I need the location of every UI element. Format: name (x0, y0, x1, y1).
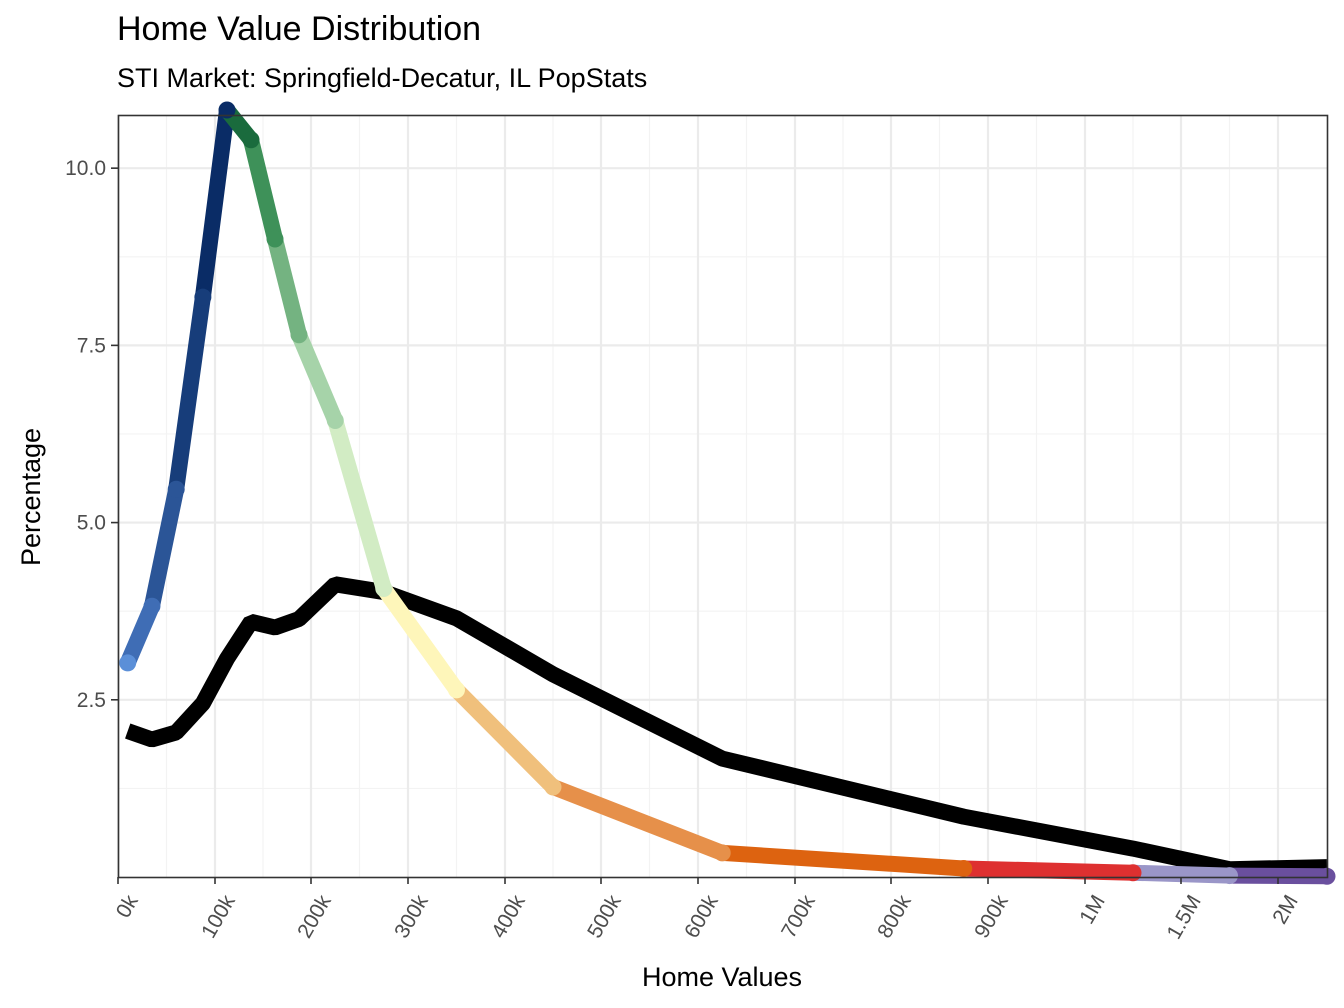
distribution-segment (267, 231, 307, 343)
distribution-segment (375, 580, 465, 698)
x-axis-title: Home Values (642, 962, 802, 992)
x-tick-label: 2M (1268, 891, 1303, 928)
x-tick-label: 500k (583, 891, 626, 942)
distribution-point (242, 131, 260, 149)
distribution-segment (955, 860, 1141, 881)
distribution-point (266, 230, 284, 248)
distribution-point (194, 288, 212, 306)
y-tick-label: 10.0 (65, 157, 106, 180)
distribution-point (1221, 867, 1238, 885)
x-tick-label: 0k (112, 891, 143, 922)
y-axis: 2.5 5.0 7.5 10.0 (65, 157, 118, 712)
chart-title: Home Value Distribution (117, 10, 482, 48)
y-axis-title: Percentage (16, 428, 46, 566)
x-tick-label: 600k (680, 891, 723, 942)
chart-subtitle: STI Market: Springfield-Decatur, IL PopS… (117, 63, 648, 93)
x-tick-label: 800k (873, 891, 916, 942)
distribution-segment (194, 102, 235, 306)
distribution-segment (143, 481, 185, 615)
distribution-point (1124, 864, 1142, 882)
distribution-segment (243, 131, 283, 248)
distribution-point (218, 101, 236, 119)
distribution-point (448, 681, 465, 699)
x-axis: 0k 100k 200k 300k 400k 500k 600k 700k 800k 900k 1M… (112, 877, 1303, 943)
x-tick-label: 1M (1075, 891, 1110, 928)
plot-series (119, 101, 1336, 885)
distribution-segment (119, 598, 160, 671)
x-tick-label: 300k (390, 891, 433, 942)
distribution-point (544, 778, 562, 796)
distribution-point (326, 412, 344, 430)
distribution-point (375, 580, 393, 598)
distribution-point (119, 654, 137, 672)
x-tick-label: 1.5M (1163, 891, 1206, 943)
distribution-point (290, 326, 308, 344)
x-tick-label: 400k (487, 891, 530, 942)
distribution-segment (448, 681, 561, 795)
benchmark-line (125, 576, 1328, 878)
distribution-segment (714, 844, 972, 877)
x-tick-label: 200k (293, 891, 336, 942)
x-tick-label: 900k (970, 891, 1013, 942)
plot-panel-border (117, 114, 1329, 879)
y-tick-label: 5.0 (77, 512, 106, 535)
minor-gridlines (118, 115, 1327, 877)
x-tick-label: 700k (777, 891, 820, 942)
distribution-point (143, 597, 161, 615)
y-tick-label: 2.5 (77, 689, 106, 712)
distribution-point (167, 480, 185, 498)
distribution-segment (291, 326, 344, 429)
distribution-segment (1221, 867, 1335, 885)
distribution-segment (168, 289, 211, 498)
distribution-segment (327, 412, 392, 597)
y-tick-label: 7.5 (77, 334, 106, 357)
distribution-point (955, 859, 973, 877)
x-tick-label: 100k (197, 891, 240, 942)
distribution-segment (545, 778, 731, 861)
distribution-point (713, 844, 731, 862)
distribution-segment (1125, 864, 1238, 884)
